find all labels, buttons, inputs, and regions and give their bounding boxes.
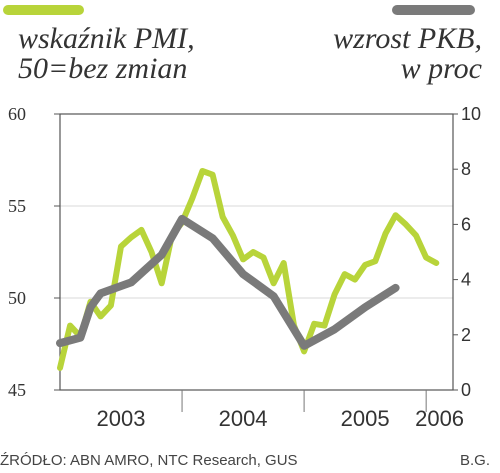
series <box>56 168 440 371</box>
pmi-legend-line2: 50=bez zmian <box>18 52 188 85</box>
left-tick-label-60: 60 <box>8 104 26 124</box>
gdp-legend-label: wzrost PKB, w proc <box>333 24 482 84</box>
source-note: ŹRÓDŁO: ABN AMRO, NTC Research, GUS <box>0 452 298 469</box>
grid <box>60 205 453 299</box>
plot-frame <box>59 113 454 391</box>
x-tick-label-2004: 2004 <box>219 406 268 431</box>
pmi-series-line <box>57 168 440 371</box>
left-tick-label-45: 45 <box>8 380 26 400</box>
author-credit: B.G. <box>459 452 490 469</box>
right-tick-label-2: 2 <box>461 325 471 345</box>
left-tick-label-50: 50 <box>8 288 26 308</box>
pmi-legend-label: wskaźnik PMI, 50=bez zmian <box>18 24 195 84</box>
x-tick-label-2003: 2003 <box>97 406 146 431</box>
x-tick-label-2006: 2006 <box>415 406 464 431</box>
left-tick-label-55: 55 <box>8 196 26 216</box>
pmi-legend-line1: wskaźnik PMI, <box>18 22 195 55</box>
gdp-legend-line2: w proc <box>400 52 482 85</box>
right-tick-label-8: 8 <box>461 159 471 179</box>
right-tick-label-6: 6 <box>461 214 471 234</box>
right-tick-label-4: 4 <box>461 270 471 290</box>
right-tick-label-10: 10 <box>461 104 481 124</box>
pmi-legend-swatch <box>3 5 84 15</box>
x-tick-label-2005: 2005 <box>341 406 390 431</box>
axes <box>54 113 458 412</box>
gdp-series-line <box>56 214 400 350</box>
tick-labels: 45 50 55 60 0 2 4 6 8 10 2003 2004 2005 2006 <box>8 104 481 431</box>
right-tick-label-0: 0 <box>461 380 471 400</box>
gdp-legend-swatch <box>392 5 475 15</box>
gdp-legend-line1: wzrost PKB, <box>333 22 482 55</box>
